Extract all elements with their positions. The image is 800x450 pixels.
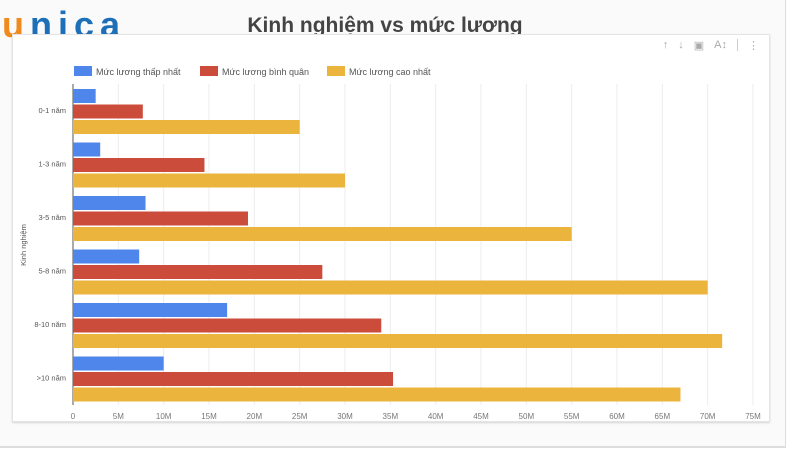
bar-2-3 bbox=[73, 280, 708, 295]
x-tick-label: 25M bbox=[292, 412, 308, 421]
x-tick-label: 70M bbox=[700, 412, 716, 421]
bar-0-4 bbox=[73, 303, 228, 317]
x-tick-label: 10M bbox=[156, 412, 172, 421]
legend-label-1: Mức lương bình quân bbox=[222, 67, 309, 77]
y-tick-label: 0-1 năm bbox=[38, 106, 66, 115]
chart-toolbar: ↑ ↓ ▣ A↕ ⋮ bbox=[663, 39, 759, 52]
y-tick-label: 1-3 năm bbox=[38, 160, 66, 169]
legend-swatch-1 bbox=[200, 66, 218, 76]
legend-swatch-2 bbox=[327, 66, 345, 76]
x-tick-label: 35M bbox=[383, 412, 399, 421]
x-tick-label: 45M bbox=[473, 412, 489, 421]
bar-1-3 bbox=[73, 265, 323, 279]
sort-az-icon[interactable]: A↕ bbox=[714, 39, 727, 51]
bar-1-5 bbox=[73, 372, 394, 386]
legend-label-2: Mức lương cao nhất bbox=[349, 67, 431, 77]
arrow-up-icon[interactable]: ↑ bbox=[662, 39, 669, 51]
x-tick-label: 50M bbox=[519, 412, 535, 421]
x-tick-label: 55M bbox=[564, 412, 580, 421]
y-tick-label: 8-10 năm bbox=[34, 320, 66, 329]
x-tick-label: 20M bbox=[247, 412, 263, 421]
bar-0-3 bbox=[73, 249, 140, 264]
y-tick-label: >10 năm bbox=[37, 374, 66, 383]
bar-1-4 bbox=[73, 318, 382, 333]
bar-2-4 bbox=[73, 334, 723, 348]
bar-1-2 bbox=[73, 211, 248, 226]
x-tick-label: 75M bbox=[745, 412, 761, 421]
bar-2-2 bbox=[73, 227, 572, 241]
bar-2-5 bbox=[73, 387, 681, 402]
x-tick-label: 60M bbox=[609, 412, 625, 421]
bar-0-5 bbox=[73, 356, 164, 371]
arrow-down-icon[interactable]: ↓ bbox=[678, 39, 684, 51]
x-tick-label: 30M bbox=[337, 412, 353, 421]
bar-1-0 bbox=[73, 104, 143, 119]
x-tick-label: 15M bbox=[201, 412, 217, 421]
more-vert-icon[interactable]: ⋮ bbox=[748, 40, 759, 52]
bar-1-1 bbox=[73, 158, 205, 172]
bar-2-0 bbox=[73, 120, 300, 134]
toolbar-divider bbox=[737, 39, 738, 51]
y-tick-label: 5-8 năm bbox=[38, 267, 66, 276]
legend-swatch-0 bbox=[74, 66, 92, 76]
x-tick-label: 5M bbox=[113, 412, 124, 421]
bar-2-1 bbox=[73, 173, 345, 188]
chart-title: Kinh nghiệm vs mức lương bbox=[247, 14, 523, 37]
bar-0-0 bbox=[73, 89, 96, 103]
bar-0-2 bbox=[73, 196, 146, 210]
x-tick-label: 65M bbox=[655, 412, 671, 421]
bar-0-1 bbox=[73, 142, 101, 157]
legend-label-0: Mức lương thấp nhất bbox=[96, 67, 181, 77]
y-axis-label: Kinh nghiệm bbox=[19, 224, 28, 266]
x-tick-label: 40M bbox=[428, 412, 444, 421]
export-icon[interactable]: ▣ bbox=[693, 40, 705, 52]
y-tick-label: 3-5 năm bbox=[38, 213, 66, 222]
x-tick-label: 0 bbox=[71, 412, 76, 421]
